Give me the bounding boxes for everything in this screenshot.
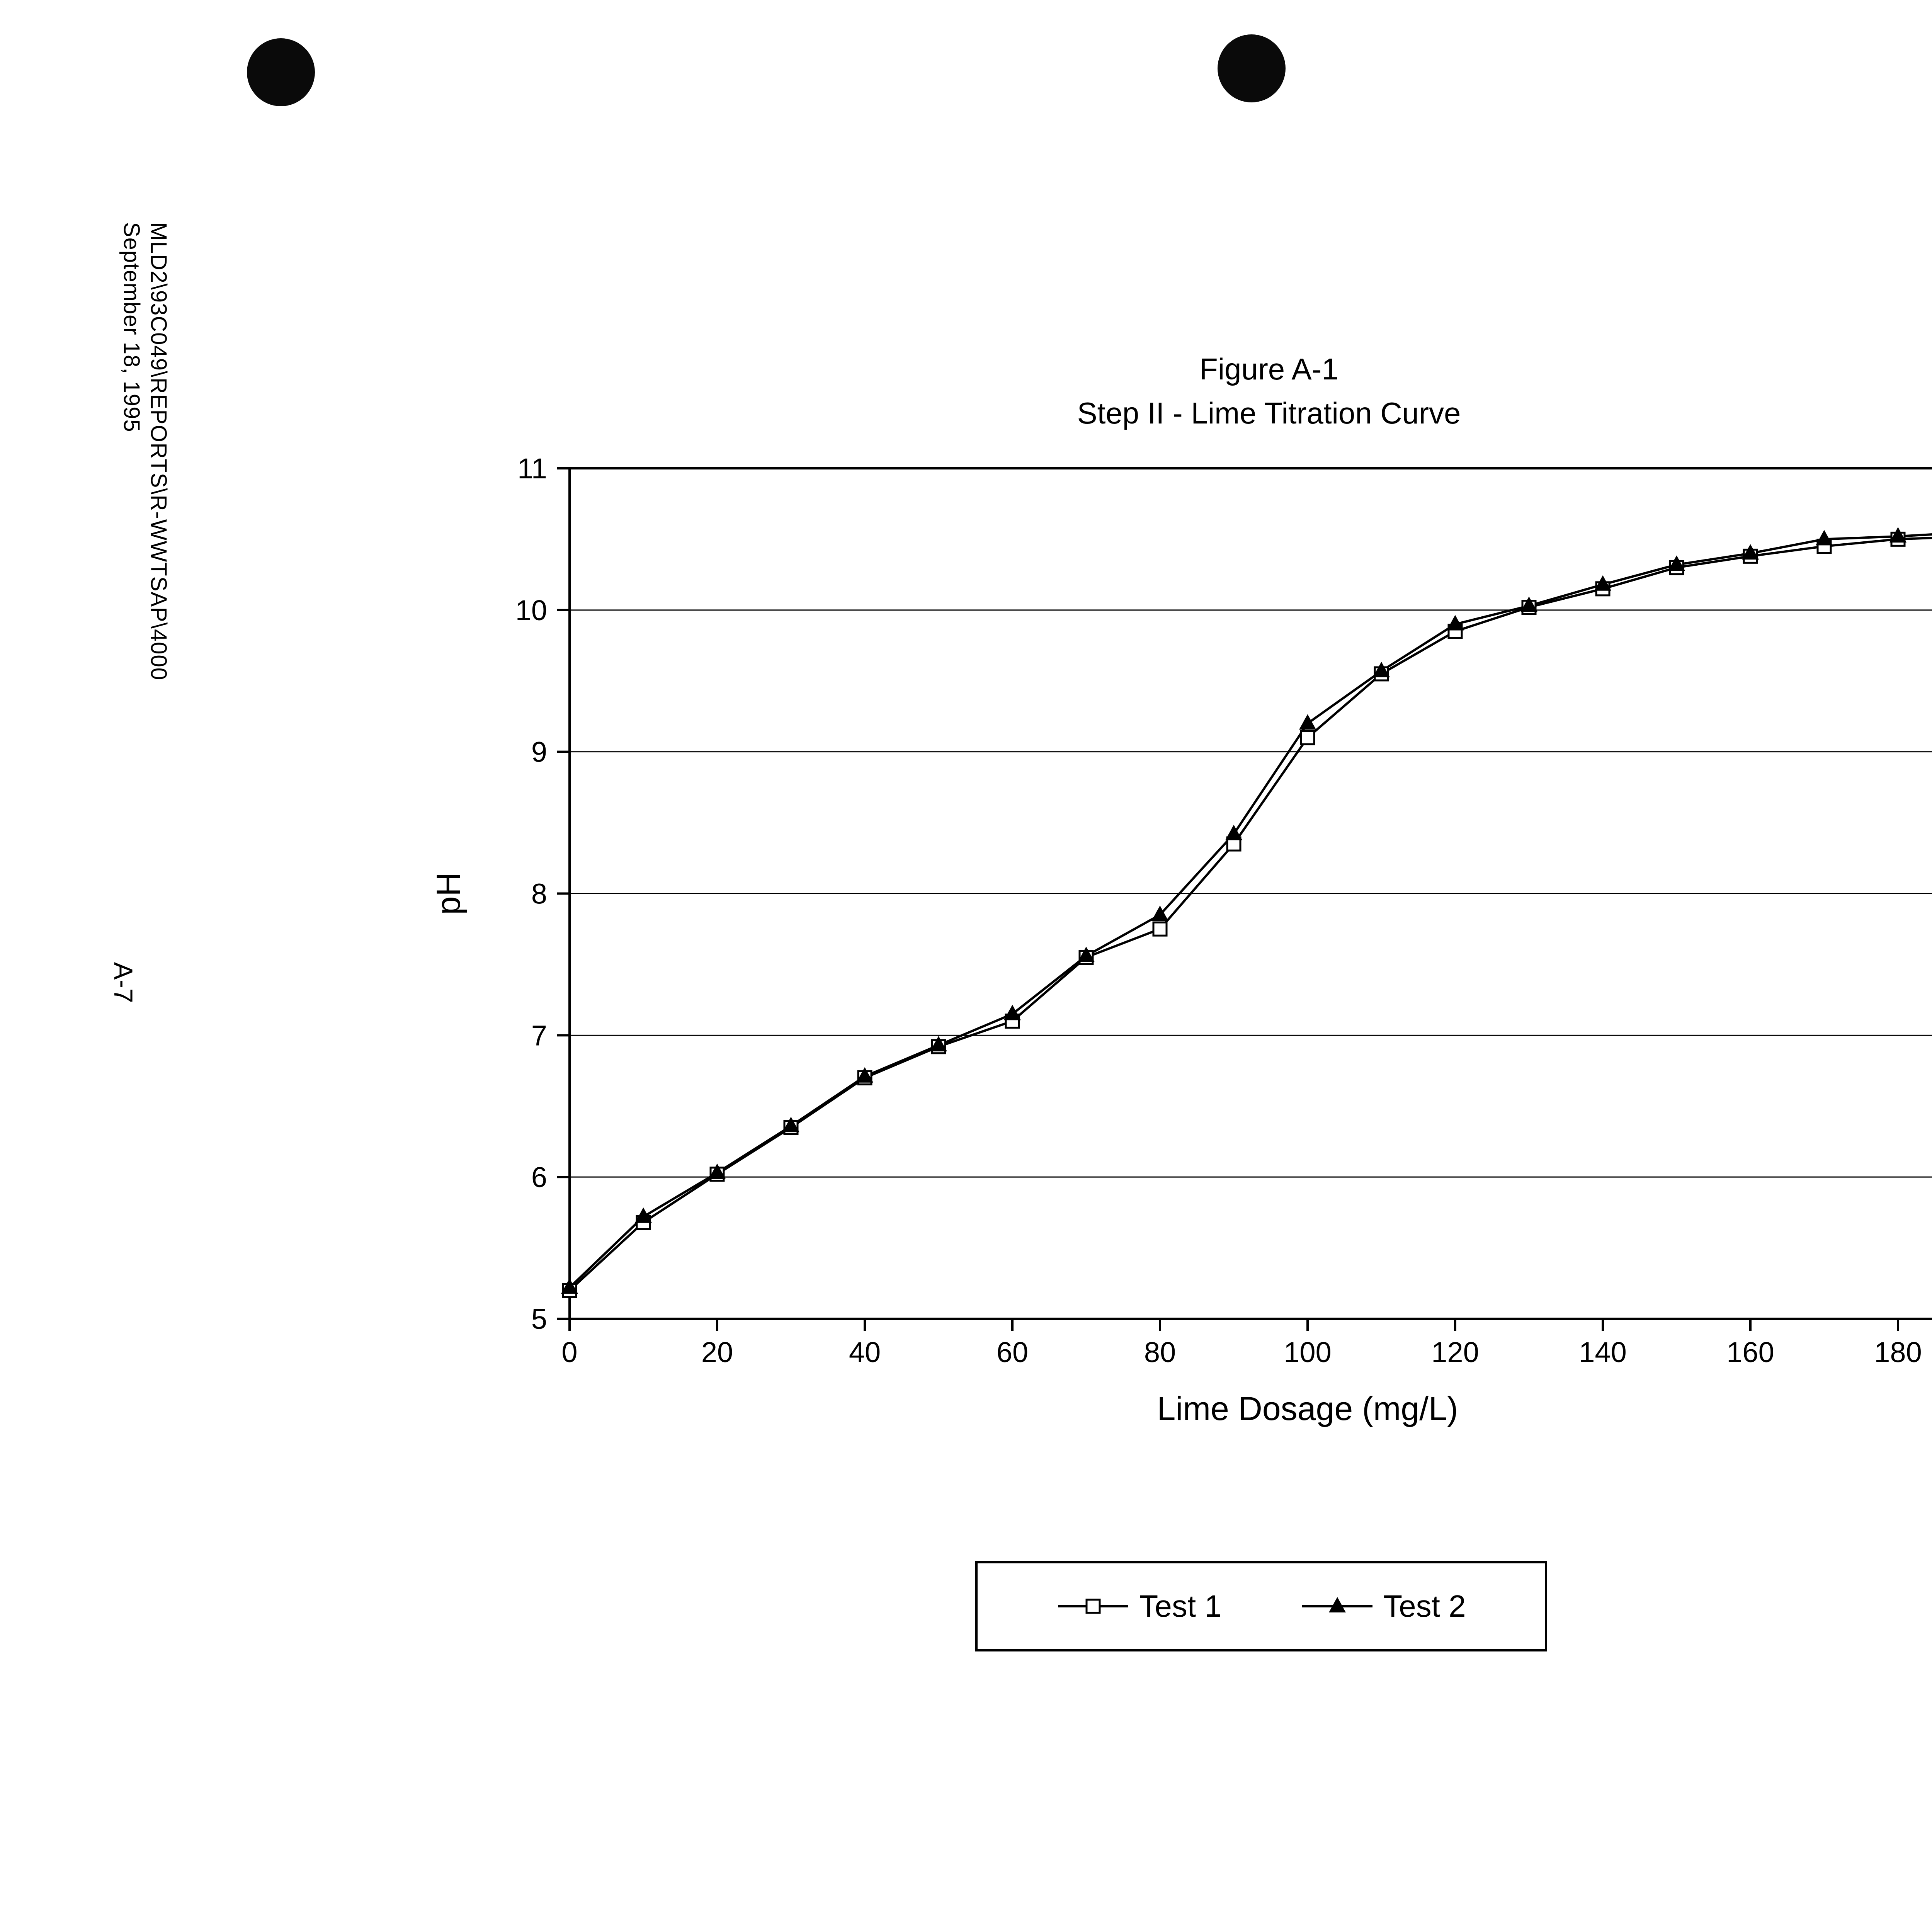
y-tick-label: 10 xyxy=(515,594,547,626)
data-point-marker-triangle xyxy=(1816,530,1833,546)
titration-curve-plot: 567891011020406080100120140160180200Lime… xyxy=(430,452,1932,1427)
x-tick-label: 20 xyxy=(701,1336,733,1368)
data-point-marker-triangle xyxy=(1299,714,1316,730)
series-line-test-1 xyxy=(568,537,1932,1291)
x-tick-label: 100 xyxy=(1284,1336,1331,1368)
y-axis-label: pH xyxy=(430,872,467,915)
y-tick-label: 8 xyxy=(531,878,547,910)
legend-label: Test 1 xyxy=(1139,1589,1222,1623)
data-point-marker-triangle xyxy=(561,1278,578,1294)
data-point-marker-triangle xyxy=(782,1117,799,1133)
data-point-marker-triangle xyxy=(635,1207,652,1223)
punch-hole-dot xyxy=(247,38,315,106)
legend-marker-icon xyxy=(1302,1597,1373,1612)
punch-hole-dot xyxy=(1218,34,1286,102)
chart-legend: Test 1 Test 2 xyxy=(975,1561,1547,1651)
data-point-marker-triangle xyxy=(856,1067,873,1083)
data-point-marker-triangle xyxy=(1594,575,1611,591)
legend-item: Test 2 xyxy=(1301,1588,1466,1624)
y-tick-label: 5 xyxy=(531,1303,547,1335)
file-path-text: MLD2\93C049\REPORTS\R-WWTSAP\4000 xyxy=(146,222,171,680)
page-number: A-7 xyxy=(109,962,138,1003)
data-point-marker-square xyxy=(1300,730,1315,745)
data-point-marker-triangle xyxy=(1151,905,1168,921)
x-axis-label: Lime Dosage (mg/L) xyxy=(1157,1390,1458,1427)
document-reference-stamp: MLD2\93C049\REPORTS\R-WWTSAP\4000 Septem… xyxy=(118,222,172,680)
data-point-marker-triangle xyxy=(1447,615,1464,631)
data-point-marker-triangle xyxy=(930,1036,947,1051)
data-point-marker-triangle xyxy=(709,1163,726,1179)
chart-title: Figure A-1 Step II - Lime Titration Curv… xyxy=(531,347,1932,435)
data-point-marker-triangle xyxy=(1004,1005,1021,1020)
series-line-test-2 xyxy=(568,533,1932,1289)
date-text: September 18, 1995 xyxy=(119,222,144,432)
data-point-marker-triangle xyxy=(1668,555,1685,571)
x-tick-label: 180 xyxy=(1874,1336,1922,1368)
chart-title-line1: Figure A-1 xyxy=(1199,352,1338,386)
data-point-marker-triangle xyxy=(1225,825,1242,840)
x-tick-label: 40 xyxy=(849,1336,881,1368)
legend-label: Test 2 xyxy=(1383,1589,1466,1623)
y-tick-label: 9 xyxy=(531,736,547,768)
x-tick-label: 160 xyxy=(1726,1336,1774,1368)
legend-item: Test 1 xyxy=(1056,1588,1222,1624)
x-tick-label: 60 xyxy=(997,1336,1028,1368)
x-tick-label: 120 xyxy=(1431,1336,1479,1368)
x-tick-label: 0 xyxy=(561,1336,577,1368)
data-point-marker-triangle xyxy=(1078,946,1095,962)
chart-title-line2: Step II - Lime Titration Curve xyxy=(1077,396,1461,430)
x-tick-label: 140 xyxy=(1579,1336,1626,1368)
data-point-marker-square xyxy=(1152,921,1168,937)
y-tick-label: 6 xyxy=(531,1161,547,1193)
legend-marker-icon xyxy=(1058,1599,1129,1614)
data-point-marker-triangle xyxy=(1520,596,1537,612)
y-tick-label: 11 xyxy=(517,452,547,485)
data-point-marker-triangle xyxy=(1373,662,1390,677)
data-point-marker-triangle xyxy=(1742,544,1759,560)
data-point-marker-triangle xyxy=(1889,527,1906,543)
x-tick-label: 80 xyxy=(1144,1336,1176,1368)
y-tick-label: 7 xyxy=(531,1019,547,1051)
